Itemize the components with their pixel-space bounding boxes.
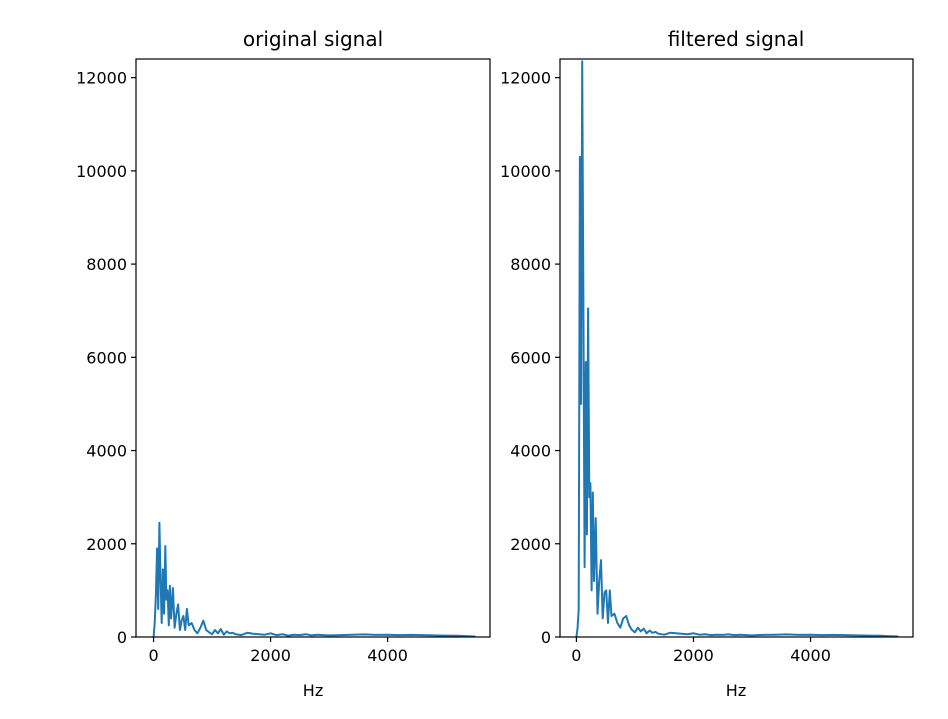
y-tick-label: 4000 bbox=[510, 442, 551, 461]
axes-frame bbox=[135, 58, 491, 638]
y-axis: 0 2000 4000 6000 8000 10000 12000 bbox=[500, 69, 560, 647]
x-tick-label: 4000 bbox=[367, 646, 408, 665]
x-axis: 0 2000 4000 bbox=[571, 637, 831, 665]
y-tick-label: 2000 bbox=[86, 535, 127, 554]
plot-area bbox=[152, 521, 476, 638]
x-axis: 0 2000 4000 bbox=[148, 637, 408, 665]
y-tick-label: 12000 bbox=[76, 69, 127, 88]
y-tick-label: 8000 bbox=[510, 255, 551, 274]
y-tick-label: 6000 bbox=[86, 348, 127, 367]
series-line bbox=[152, 521, 476, 638]
y-tick-label: 8000 bbox=[86, 255, 127, 274]
x-axis-label: Hz bbox=[726, 681, 746, 700]
y-axis: 0 2000 4000 6000 8000 10000 12000 bbox=[76, 69, 136, 647]
x-tick-label: 0 bbox=[148, 646, 158, 665]
axes-frame bbox=[559, 58, 914, 638]
panel-original-signal: original signal 0 2000 4000 0 2000 4000 6000 8… bbox=[76, 27, 491, 700]
y-tick-label: 10000 bbox=[500, 162, 551, 181]
series-line bbox=[575, 60, 899, 638]
y-tick-label: 12000 bbox=[500, 69, 551, 88]
x-axis-label: Hz bbox=[303, 681, 323, 700]
y-tick-label: 10000 bbox=[76, 162, 127, 181]
x-tick-label: 0 bbox=[571, 646, 581, 665]
y-tick-label: 4000 bbox=[86, 442, 127, 461]
plot-area bbox=[575, 60, 899, 638]
chart-title: original signal bbox=[243, 27, 383, 51]
x-tick-label: 2000 bbox=[673, 646, 714, 665]
y-tick-label: 0 bbox=[117, 628, 127, 647]
chart-title: filtered signal bbox=[668, 27, 805, 51]
y-tick-label: 0 bbox=[541, 628, 551, 647]
y-tick-label: 6000 bbox=[510, 348, 551, 367]
x-tick-label: 2000 bbox=[250, 646, 291, 665]
x-tick-label: 4000 bbox=[790, 646, 831, 665]
y-tick-label: 2000 bbox=[510, 535, 551, 554]
panel-filtered-signal: filtered signal 0 2000 4000 0 2000 4000 6000 8… bbox=[500, 27, 914, 700]
